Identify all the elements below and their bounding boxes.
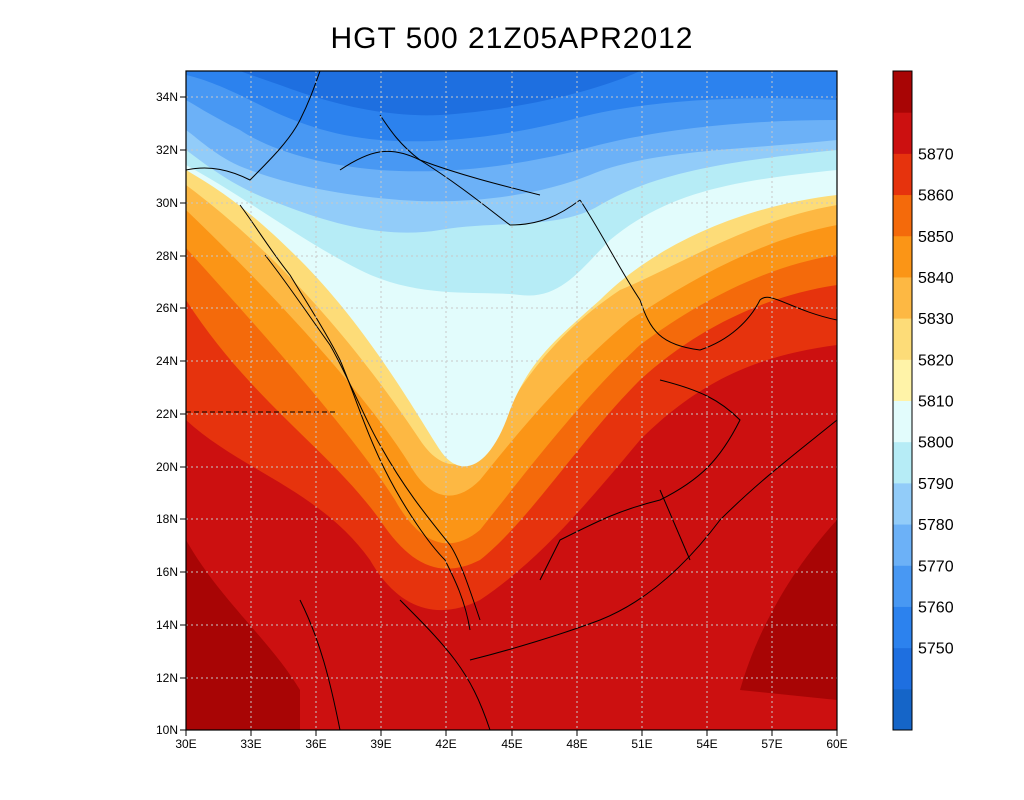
colorbar-cell — [893, 647, 912, 690]
lat-tick-labels: 34N 32N 30N 28N 26N 24N 22N 20N 18N 16N … — [156, 90, 178, 737]
africa-horn-coast — [399, 599, 491, 730]
lat-label: 20N — [156, 460, 178, 474]
lon-label: 33E — [240, 737, 261, 751]
colorbar: 5750 5760 5770 5780 5790 5800 5810 5820 5830 5840… — [892, 70, 954, 731]
sudan-border — [299, 599, 341, 730]
colorbar-label: 5860 — [918, 188, 954, 205]
coastlines — [186, 71, 837, 730]
lon-label: 48E — [566, 737, 587, 751]
colorbar-cell — [893, 112, 912, 154]
colorbar-label: 5830 — [918, 311, 954, 328]
lat-label: 10N — [156, 723, 178, 737]
lat-label: 24N — [156, 354, 178, 368]
colorbar-cell — [893, 359, 912, 401]
lon-label: 51E — [631, 737, 652, 751]
lat-label: 26N — [156, 301, 178, 315]
colorbar-label: 5820 — [918, 352, 954, 369]
colorbar-label: 5800 — [918, 435, 954, 452]
borders — [186, 114, 741, 730]
colorbar-cell — [893, 318, 912, 360]
colorbar-cell — [893, 482, 912, 525]
colorbar-label: 5760 — [918, 599, 954, 616]
lon-label: 54E — [696, 737, 717, 751]
colorbar-frame — [892, 70, 913, 731]
map-title: HGT 500 21Z05APR2012 — [330, 22, 694, 55]
colorbar-cell — [893, 688, 912, 731]
saudi-east-border — [539, 379, 741, 581]
lat-label: 14N — [156, 618, 178, 632]
colorbar-cell — [893, 524, 912, 566]
lon-label: 57E — [761, 737, 782, 751]
lon-tick-labels: 30E 33E 36E 39E 42E 45E 48E 51E 54E 57E … — [175, 737, 847, 751]
band-5870 — [186, 540, 300, 730]
band-5870-east — [740, 520, 837, 700]
lon-label: 45E — [501, 737, 522, 751]
colorbar-cell — [893, 153, 912, 196]
lat-label: 16N — [156, 565, 178, 579]
red-sea-west-coast — [239, 204, 471, 631]
colorbar-label: 5750 — [918, 641, 954, 658]
mediterranean-coast — [186, 71, 321, 181]
lon-label: 30E — [175, 737, 196, 751]
arabia-south-coast — [469, 419, 837, 661]
lon-ticks — [185, 730, 838, 736]
lat-label: 22N — [156, 407, 178, 421]
lat-label: 34N — [156, 90, 178, 104]
colorbar-label: 5790 — [918, 476, 954, 493]
lat-label: 32N — [156, 143, 178, 157]
colorbar-label: 5840 — [918, 270, 954, 287]
graticule — [186, 71, 837, 730]
lat-label: 18N — [156, 512, 178, 526]
colorbar-label: 5850 — [918, 229, 954, 246]
lon-label: 39E — [370, 737, 391, 751]
colorbar-cell — [893, 606, 912, 649]
colorbar-label: 5870 — [918, 146, 954, 163]
saudi-north-border — [339, 150, 581, 226]
lon-label: 36E — [305, 737, 326, 751]
iraq-border — [379, 114, 541, 196]
colorbar-cell — [893, 565, 912, 607]
lat-ticks — [180, 96, 186, 731]
colorbar-cell — [893, 276, 912, 319]
colorbar-cell — [893, 71, 912, 113]
colorbar-cell — [893, 194, 912, 237]
persian-gulf-coast — [579, 199, 837, 351]
lon-label: 42E — [435, 737, 456, 751]
red-sea-east-coast — [264, 254, 481, 621]
lat-label: 30N — [156, 196, 178, 210]
colorbar-cell — [893, 235, 912, 278]
lon-label: 60E — [826, 737, 847, 751]
colorbar-label: 5810 — [918, 394, 954, 411]
lat-label: 28N — [156, 249, 178, 263]
yemen-oman-border — [659, 489, 691, 561]
colorbar-cell — [893, 400, 912, 443]
colorbar-label: 5780 — [918, 517, 954, 534]
colorbar-label: 5770 — [918, 558, 954, 575]
band-5740 — [240, 71, 640, 116]
lat-label: 12N — [156, 671, 178, 685]
colorbar-cell — [893, 441, 912, 484]
